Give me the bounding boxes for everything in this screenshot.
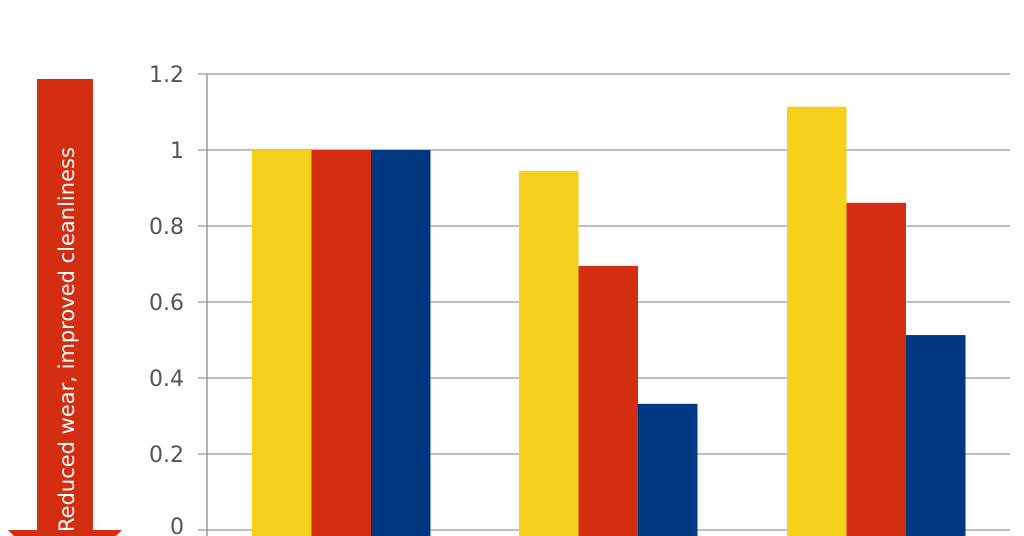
bar-group3-series2 [846,202,906,536]
bar-group2-series2 [578,265,638,536]
y-tick-label: 1 [170,139,184,164]
y-tick-labels: 0 0.2 0.4 0.6 0.8 1 1.2 [149,63,184,536]
bar-group3-series3 [906,335,966,536]
y-tick-label: 0.4 [149,367,184,392]
bar-group2-series3 [638,403,698,536]
y-tick-label: 0 [170,515,184,536]
bar-group1-series3 [371,150,431,536]
y-tick-label: 0.8 [149,215,184,240]
arrow-label: Reduced wear, improved cleanliness [55,147,79,532]
y-tick-label: 0.2 [149,443,184,468]
bar-group2-series1 [519,170,579,536]
bars [252,106,966,536]
bar-group1-series2 [311,150,371,536]
y-tick-label: 1.2 [149,63,184,88]
bar-group3-series1 [787,106,847,536]
down-arrow-icon [8,79,122,536]
annotation-arrow: Reduced wear, improved cleanliness [8,79,122,536]
bar-group1-series1 [252,150,312,536]
y-tick-label: 0.6 [149,291,184,316]
